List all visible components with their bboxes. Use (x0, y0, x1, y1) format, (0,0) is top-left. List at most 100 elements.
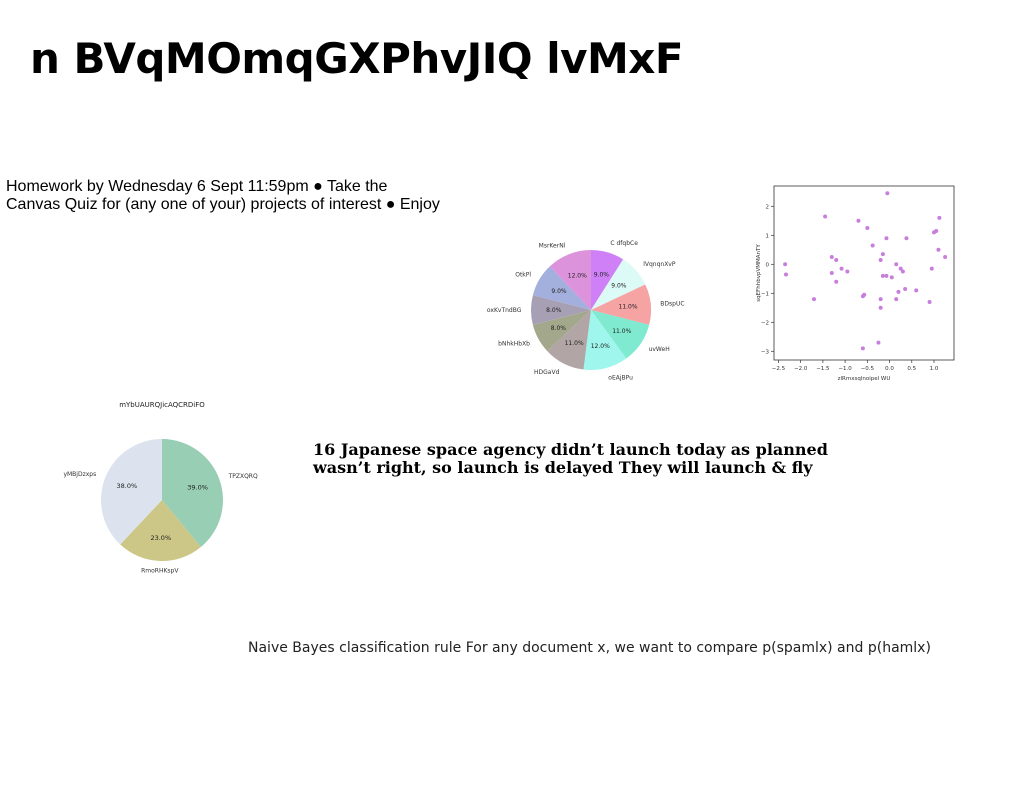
scatter-point (834, 257, 839, 262)
pie-percent-label: 8.0% (551, 325, 567, 332)
y-axis-label: sqEFhhbvpVMMAnTY (756, 244, 762, 302)
scatter-point (784, 272, 788, 277)
scatter-point (936, 247, 941, 252)
scatter-point (914, 288, 919, 293)
pie-percent-label: 11.0% (612, 328, 631, 335)
y-tick-label: 1 (766, 233, 770, 239)
pie-title: mYbUAURQJicAQCRDiFO (119, 401, 205, 409)
x-axis-label: zlRmxsqlnoipel WU (838, 376, 891, 382)
scatter-point (904, 236, 909, 241)
scatter-point (894, 297, 899, 302)
pie-slice (120, 500, 201, 561)
pie-slice (532, 266, 591, 310)
pie-slice (532, 310, 591, 352)
pie-percent-label: 12.0% (568, 272, 587, 279)
pie-category-label: yMBjDzxps (63, 471, 96, 478)
pie-category-label: MsrKerNl (539, 242, 566, 249)
pie-category-label: BDspUC (660, 300, 684, 307)
scatter-point (829, 271, 834, 275)
y-tick-label: −2 (761, 320, 769, 326)
pie-category-label: OtkPl (515, 272, 531, 279)
news-text: 16 Japanese space agency didn’t launch t… (313, 440, 828, 477)
pie-slice (101, 439, 162, 545)
scatter-point (878, 257, 883, 262)
x-tick-label: 0.5 (907, 366, 916, 372)
scatter-point (900, 269, 905, 274)
scatter-point (880, 252, 885, 257)
x-tick-label: −2.5 (772, 366, 786, 372)
scatter-point (876, 340, 881, 345)
scatter-point (865, 226, 870, 231)
pie-slice (591, 250, 624, 310)
x-tick-label: −0.5 (861, 366, 875, 372)
pie-percent-label: 9.0% (551, 288, 567, 295)
scatter-point (885, 191, 890, 196)
pie-slice (547, 310, 591, 370)
y-tick-label: 0 (766, 262, 770, 268)
scatter-point (898, 266, 903, 271)
scatter-point (783, 262, 788, 267)
pie-percent-label: 12.0% (591, 343, 610, 350)
scatter-point (839, 266, 844, 271)
pie-slice (591, 259, 646, 310)
scatter-point (812, 297, 816, 302)
scatter-point (889, 275, 894, 280)
y-tick-label: −3 (761, 349, 770, 355)
pie-slice (162, 439, 223, 548)
pie-slice (591, 284, 651, 325)
x-tick-label: −1.0 (838, 366, 852, 372)
x-tick-label: 1.0 (930, 366, 939, 372)
scatter-point (884, 273, 889, 278)
scatter-point (845, 269, 850, 274)
pie-percent-label: 11.0% (619, 303, 638, 310)
pie-percent-label: 38.0% (117, 482, 138, 490)
pie-category-label: TPZXQRQ (228, 473, 258, 480)
scatter-point (943, 255, 948, 260)
pie-category-label: oxKvTndBG (487, 307, 522, 314)
scatter-point (829, 255, 834, 260)
naive-bayes-rule-text: Naive Bayes classification rule For any … (248, 640, 931, 656)
pie-percent-label: 11.0% (565, 340, 584, 347)
scatter-point (903, 286, 908, 291)
pie-category-label: HDGaVd (534, 369, 560, 376)
y-tick-label: 2 (766, 204, 770, 210)
scatter-point (878, 305, 883, 310)
pie-category-label: lVqnqnXvP (643, 261, 676, 268)
scatter-point (862, 292, 867, 297)
x-tick-label: 0.0 (885, 366, 894, 372)
scatter-point (878, 297, 883, 302)
pie-percent-label: 39.0% (187, 483, 208, 491)
scatter-chart: −2.5 −2.0 −1.5 −1.0 −0.5 0.0 0.5 1.0 −3 −2 −1 0 1 2 zl… (756, 185, 955, 382)
scatter-point (894, 262, 899, 267)
scatter-point (934, 228, 939, 233)
pie-slice (583, 310, 627, 370)
scatter-point (896, 289, 901, 294)
pie-percent-label: 9.0% (594, 271, 610, 278)
scatter-point (834, 279, 839, 284)
scatter-point (884, 236, 889, 241)
page-title: n BVqMOmqGXPhvJIQ lvMxF (30, 34, 684, 83)
x-tick-label: −1.5 (816, 366, 830, 372)
pie-chart-bottom: mYbUAURQJicAQCRDiFO TPZXQRQ 39.0% RmoRHKspV… (63, 401, 258, 575)
pie-category-label: oEAjBPu (608, 374, 633, 381)
scatter-point (870, 243, 875, 248)
pie-percent-label: 23.0% (150, 534, 171, 542)
pie-category-label: RmoRHKspV (141, 568, 179, 575)
scatter-point (927, 300, 932, 304)
pie-slice (549, 250, 591, 310)
pie-slice (531, 295, 591, 325)
plot-frame (773, 185, 955, 361)
pie-category-label: bNhkHbXb (498, 341, 530, 348)
pie-slice (591, 310, 650, 359)
pie-percent-label: 8.0% (546, 307, 562, 314)
pie-chart-top: C dfqbCe 9.0% lVqnqnXvP 9.0% BDspUC 11.0% uvWe… (487, 240, 685, 381)
pie-category-label: uvWeH (649, 346, 670, 353)
scatter-point (880, 273, 885, 278)
scatter-point (823, 214, 828, 219)
x-tick-label: −2.0 (794, 366, 808, 372)
homework-text: Homework by Wednesday 6 Sept 11:59pm ● T… (6, 178, 440, 213)
pie-percent-label: 9.0% (611, 282, 627, 289)
scatter-point (860, 346, 865, 351)
y-tick-label: −1 (761, 291, 769, 297)
pie-category-label: C dfqbCe (610, 240, 638, 247)
